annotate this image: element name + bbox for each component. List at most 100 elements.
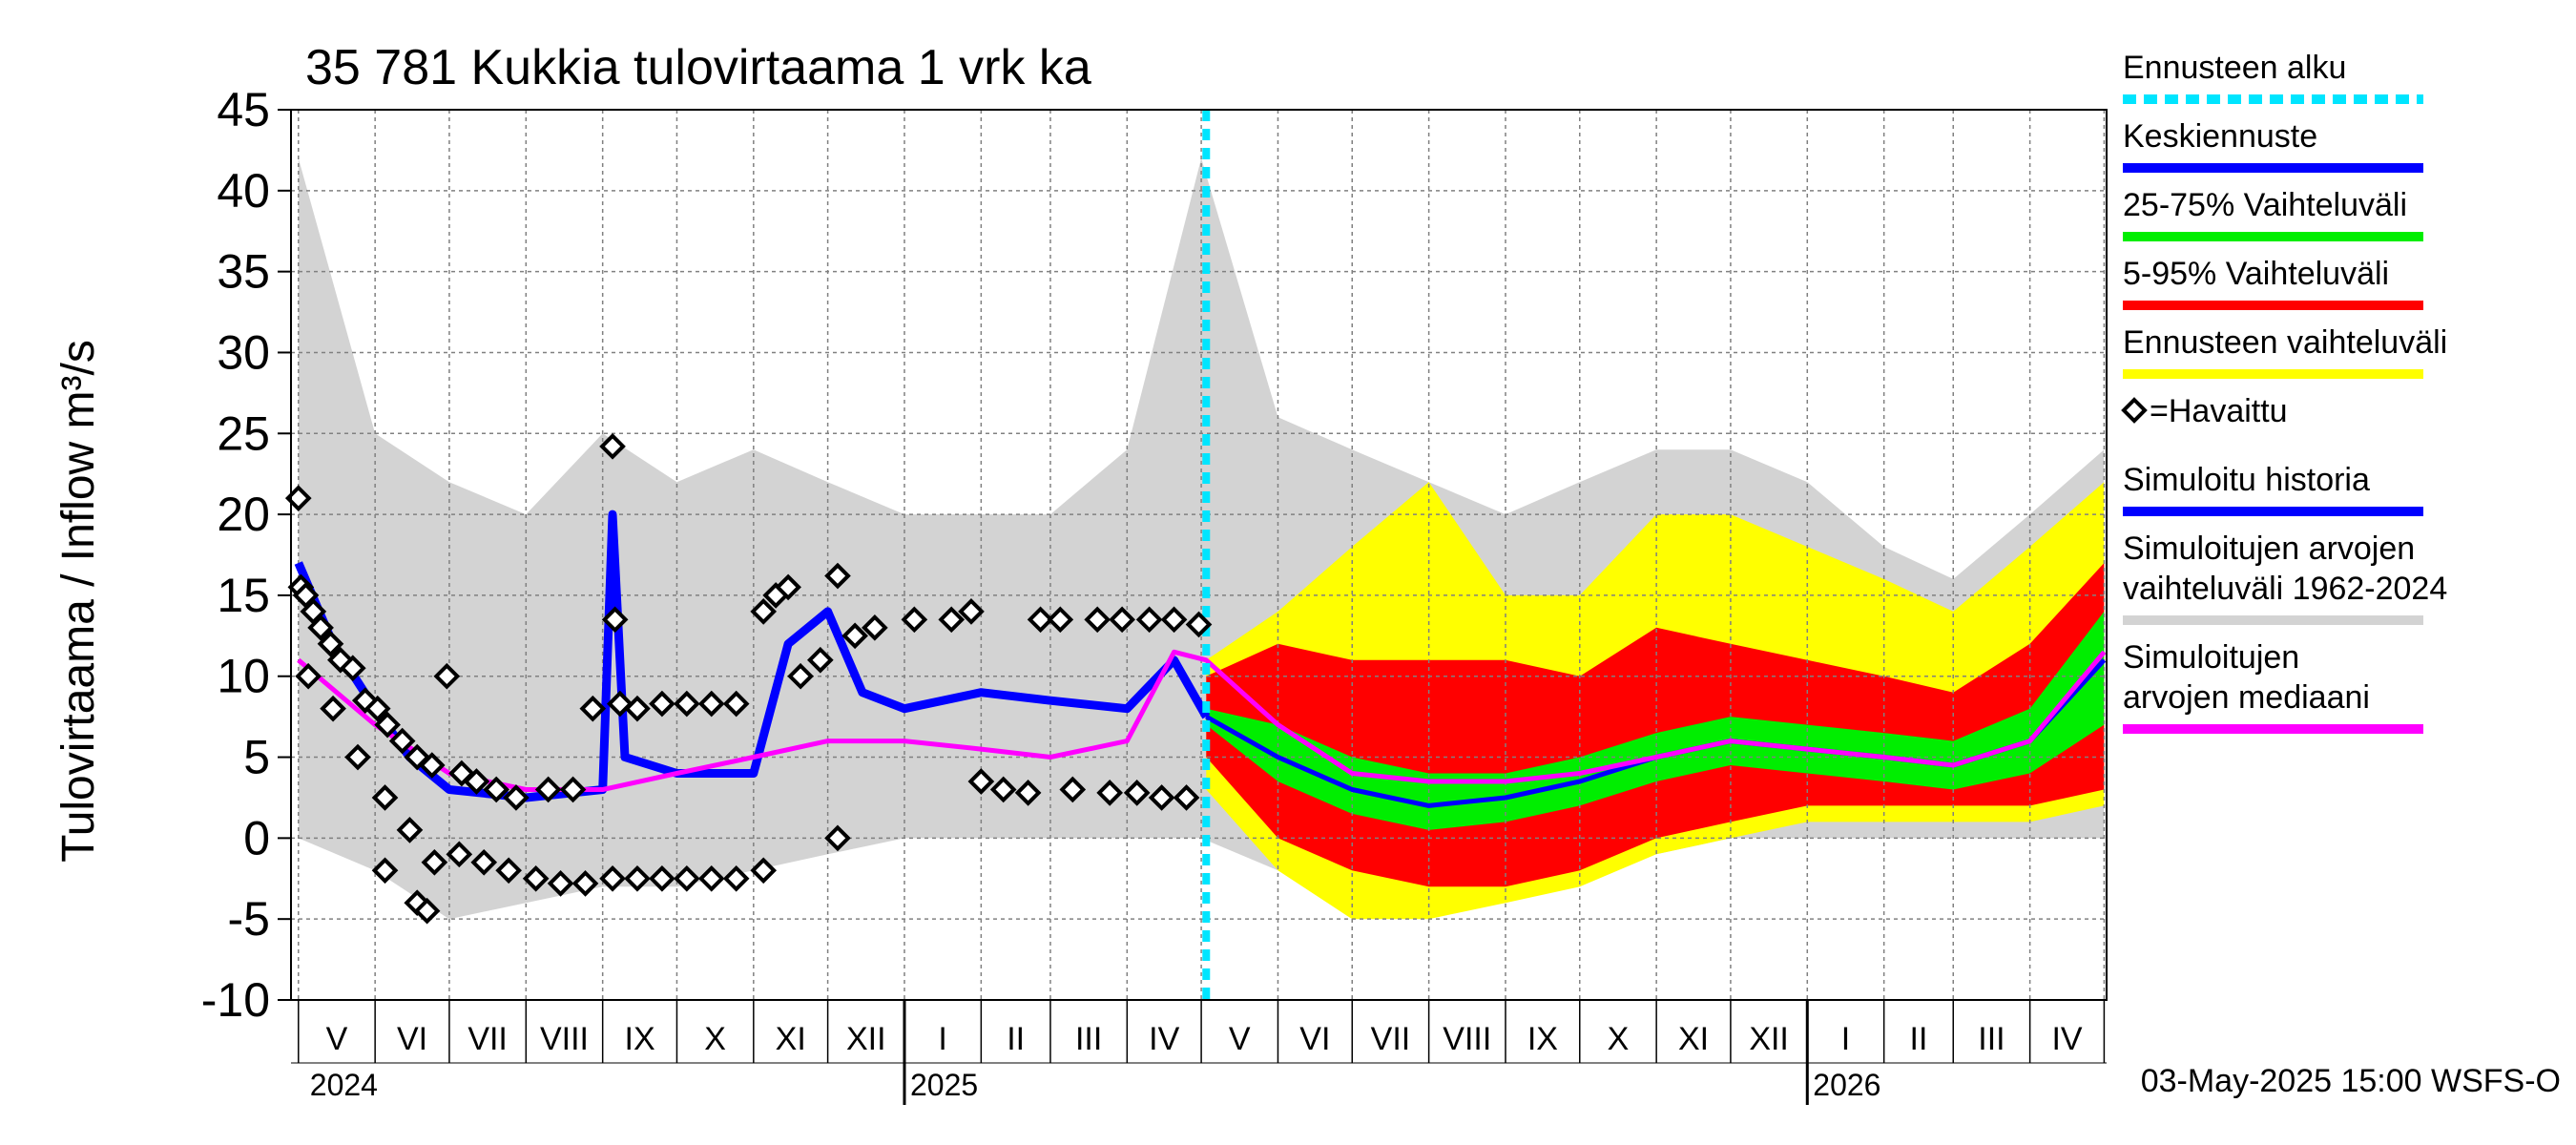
observed-point: [967, 768, 995, 795]
observed-point: [750, 857, 778, 885]
legend-item-simuloitujen-arvojen-vaihteluv-li-1962-2024: Simuloitujen arvojen vaihteluväli 1962-20…: [2123, 531, 2447, 625]
month-label: I: [1841, 1021, 1850, 1057]
observed-point: [1148, 784, 1175, 811]
observed-point: [503, 784, 530, 811]
timestamp-footer: 03-May-2025 15:00 WSFS-O: [2141, 1063, 2561, 1099]
observed-point: [418, 752, 446, 779]
observed-point: [364, 695, 391, 722]
y-tick-label: -5: [228, 892, 270, 946]
month-label: IV: [2051, 1021, 2082, 1057]
month-label: V: [326, 1021, 348, 1057]
observed-point: [371, 857, 399, 885]
y-tick-label: 45: [217, 83, 270, 136]
observed-point: [722, 690, 750, 718]
observed-point: [649, 864, 675, 892]
observed-point: [750, 598, 778, 625]
year-label: 2026: [1813, 1068, 1880, 1102]
observed-point: [1185, 611, 1213, 638]
legend-item-simuloitu-historia: Simuloitu historia: [2123, 462, 2423, 516]
legend: Ennusteen alku Keskiennuste 25-75% Vaihtel…: [2121, 50, 2447, 734]
y-axis-label: Tulovirtaama / Inflow m³/s: [53, 340, 104, 863]
observed-point: [624, 864, 651, 892]
observed-point: [841, 622, 868, 650]
month-label: X: [1608, 1021, 1630, 1057]
line-simuloitujen-arvojen-mediaani: [297, 649, 2107, 792]
legend-label: Simuloitujen: [2123, 639, 2299, 676]
month-label: XI: [1678, 1021, 1709, 1057]
observed-point: [787, 662, 814, 690]
observed-point: [317, 630, 344, 657]
month-label: XI: [776, 1021, 806, 1057]
observed-point: [1027, 606, 1054, 634]
y-tick-label: 15: [217, 569, 270, 622]
observed-point: [958, 598, 985, 625]
y-tick-label: -10: [201, 973, 270, 1027]
observed-point: [624, 695, 651, 722]
month-label: IV: [1149, 1021, 1179, 1057]
month-label: VII: [1371, 1021, 1411, 1057]
legend-label: 25-75% Vaihteluväli: [2123, 187, 2407, 223]
legend-label: Ennusteen vaihteluväli: [2123, 324, 2447, 361]
observed-point: [824, 562, 851, 590]
observed-point: [673, 690, 700, 718]
observed-point: [697, 690, 725, 718]
observed-point: [307, 614, 334, 641]
observed-point: [344, 743, 371, 771]
legend-label: Simuloitujen arvojen: [2123, 531, 2415, 567]
observed-point: [579, 695, 607, 722]
observed-point: [824, 824, 851, 852]
observed-point: [371, 784, 399, 811]
observed-point: [806, 646, 834, 674]
observed-point: [396, 817, 424, 843]
legend-label: =Havaittu: [2150, 393, 2288, 429]
month-label: III: [1978, 1021, 2005, 1057]
observed-point: [862, 614, 888, 641]
month-label: I: [938, 1021, 946, 1057]
legend-item-keskiennuste: Keskiennuste: [2123, 118, 2423, 173]
legend-label: Simuloitu historia: [2123, 462, 2370, 498]
observed-point: [374, 711, 401, 739]
legend-item-havaittu: =Havaittu: [2121, 393, 2288, 429]
observed-point: [534, 776, 562, 803]
observed-markers: [284, 433, 1213, 925]
observed-point: [446, 841, 473, 868]
observed-point: [1160, 606, 1188, 634]
legend-label: arvojen mediaani: [2123, 679, 2370, 716]
legend-label: vaihteluväli 1962-2024: [2123, 571, 2447, 607]
observed-point: [1014, 780, 1042, 806]
y-tick-label: 10: [217, 650, 270, 703]
year-label: 2025: [910, 1068, 978, 1102]
legend-item-5-95-vaihteluv-li: 5-95% Vaihteluväli: [2123, 256, 2423, 310]
observed-point: [339, 655, 366, 682]
month-label: V: [1229, 1021, 1251, 1057]
observed-point: [1096, 780, 1123, 806]
observed-point: [1123, 780, 1151, 806]
observed-point: [433, 662, 461, 690]
month-label: X: [704, 1021, 726, 1057]
observed-point: [938, 606, 966, 634]
observed-point: [470, 848, 498, 876]
month-label: IX: [625, 1021, 655, 1057]
observed-point: [388, 727, 416, 755]
observed-point: [1047, 606, 1074, 634]
observed-point: [601, 606, 629, 634]
month-label: VIII: [1443, 1021, 1491, 1057]
month-label: VI: [397, 1021, 427, 1057]
observed-point: [1173, 784, 1200, 811]
observed-point: [599, 864, 626, 892]
observed-point: [320, 695, 346, 722]
y-tick-label: 30: [217, 325, 270, 379]
month-label: XII: [846, 1021, 886, 1057]
observed-point: [1135, 606, 1163, 634]
y-tick-label: 5: [243, 731, 270, 784]
observed-point: [483, 776, 510, 803]
chart-title: 35 781 Kukkia tulovirtaama 1 vrk ka: [305, 40, 1091, 95]
legend-item-ennusteen-alku: Ennusteen alku: [2123, 50, 2423, 104]
month-label: III: [1075, 1021, 1102, 1057]
observed-point: [495, 857, 522, 885]
y-tick-label: 20: [217, 488, 270, 541]
observed-point: [571, 870, 599, 897]
month-label: IX: [1527, 1021, 1558, 1057]
